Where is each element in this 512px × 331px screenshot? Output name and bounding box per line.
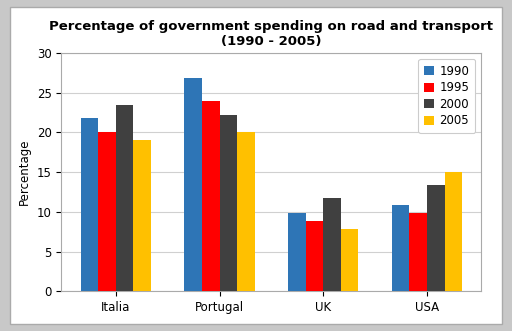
Bar: [80, 118, 98, 291]
Bar: [392, 206, 409, 291]
Bar: [116, 105, 134, 291]
Bar: [134, 140, 151, 291]
Bar: [237, 132, 255, 291]
Bar: [427, 185, 444, 291]
Bar: [409, 213, 427, 291]
Bar: [98, 132, 116, 291]
Title: Percentage of government spending on road and transport
(1990 - 2005): Percentage of government spending on roa…: [49, 20, 494, 48]
Bar: [184, 78, 202, 291]
Bar: [202, 101, 220, 291]
Bar: [306, 221, 323, 291]
Bar: [444, 172, 462, 291]
Legend: 1990, 1995, 2000, 2005: 1990, 1995, 2000, 2005: [418, 59, 475, 133]
Bar: [323, 198, 341, 291]
Bar: [220, 115, 237, 291]
Y-axis label: Percentage: Percentage: [18, 139, 31, 205]
Bar: [341, 229, 358, 291]
Bar: [288, 213, 306, 291]
